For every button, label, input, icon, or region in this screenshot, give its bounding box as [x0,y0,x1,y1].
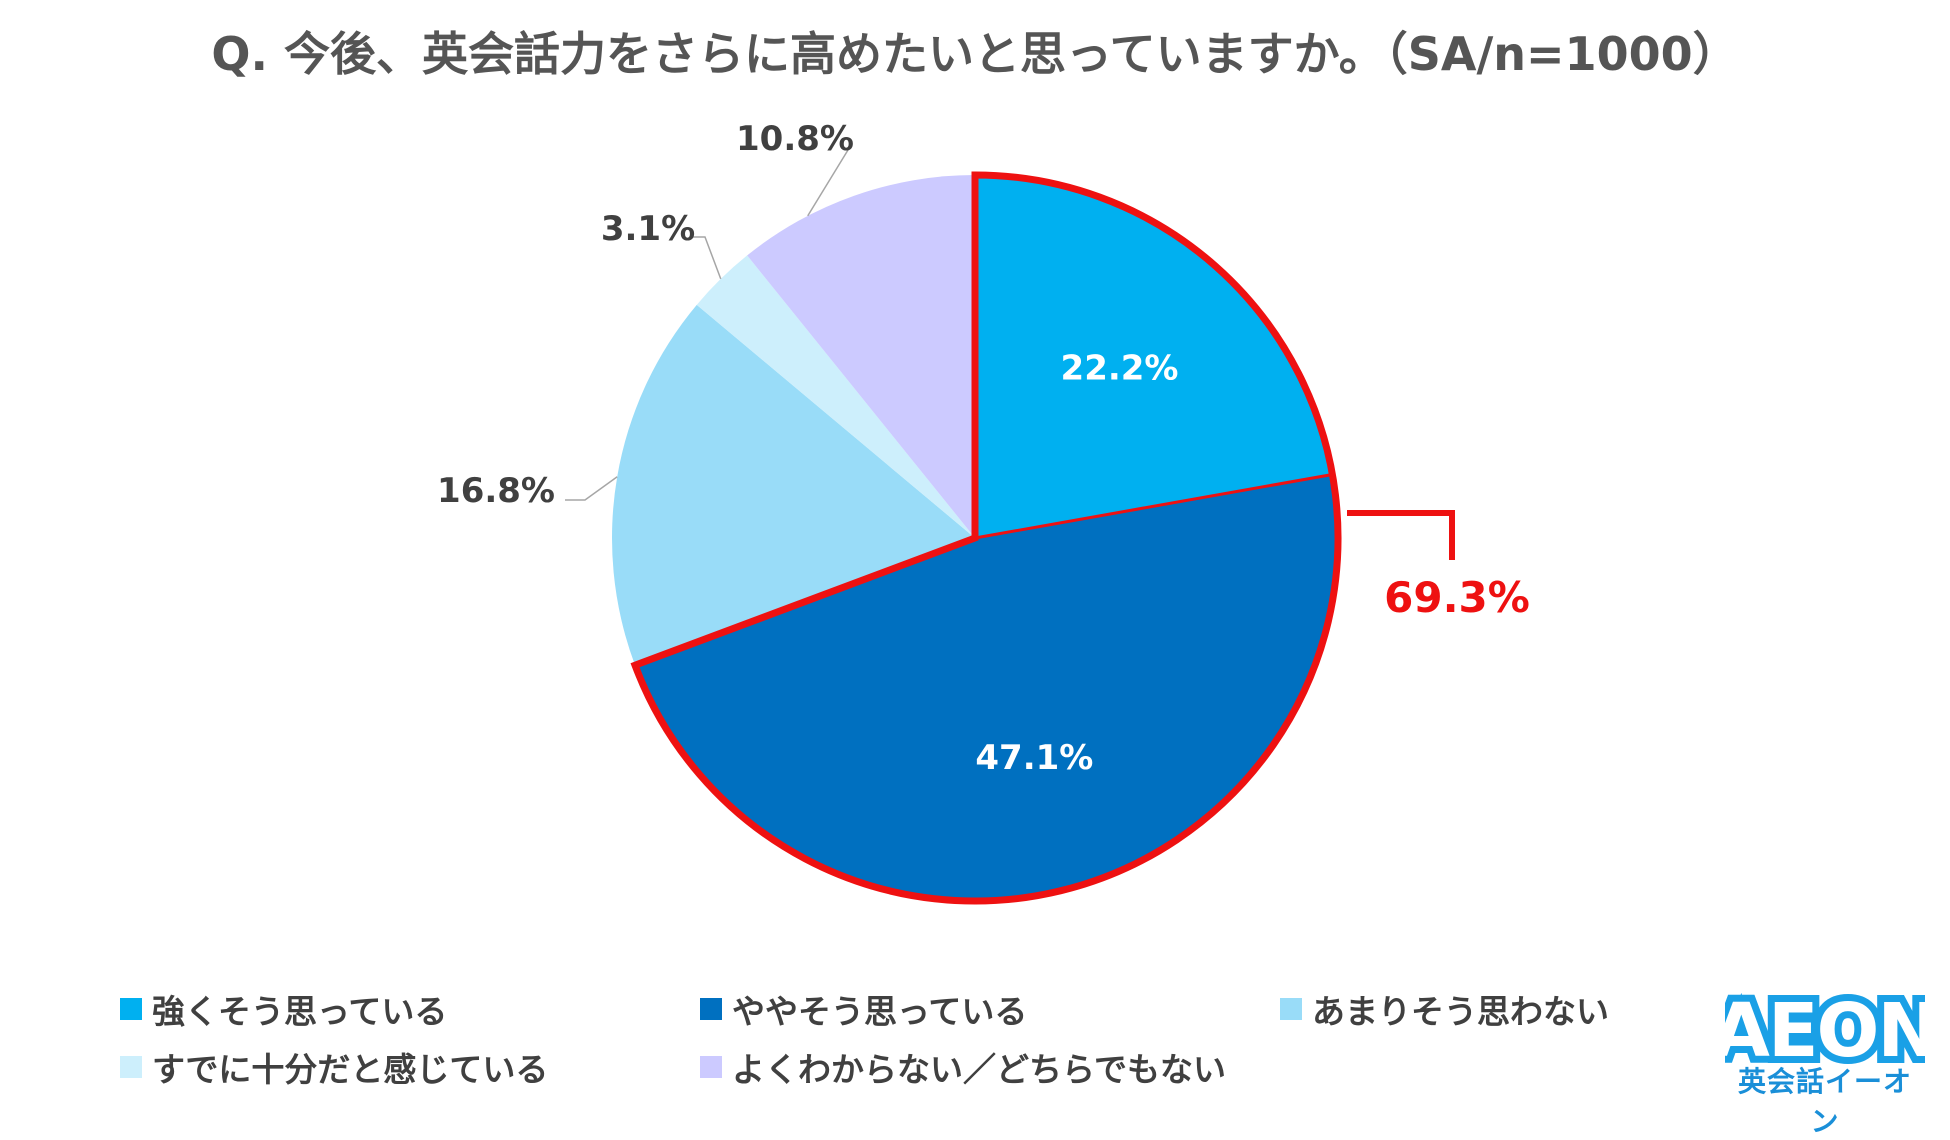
pie-slice-4 [747,175,975,538]
leader-line-2 [565,476,618,501]
data-label-2: 16.8% [437,471,555,511]
pie-slice-1 [635,474,1338,901]
legend-label: あまりそう思わない [1312,992,1609,1031]
aeon-logo: AEON 英会話イーオン [1706,981,1947,1138]
legend-item-strongly-agree: 強くそう思っている [120,985,447,1033]
highlight-total-label: 69.3% [1384,573,1530,622]
data-label-0: 22.2% [1061,348,1179,388]
pie-chart: 69.3% 22.2% 47.1% 16.8% 3.1% 10.8% [437,119,1530,905]
data-label-4: 10.8% [736,119,854,159]
aeon-logo-mark: AEON [1706,981,1947,1081]
legend-item-unsure: よくわからない／どちらでもない [700,1043,1226,1091]
aeon-logo-text: AEON [1725,990,1925,1070]
data-label-3: 3.1% [601,209,695,249]
legend-swatch [120,1056,142,1078]
data-label-1: 47.1% [975,738,1093,778]
legend-label: よくわからない／どちらでもない [732,1050,1227,1089]
pie-slice-3 [696,255,975,538]
legend-label: すでに十分だと感じている [152,1050,549,1089]
aeon-logo-subtitle: 英会話イーオン [1737,1065,1912,1138]
legend-swatch [700,998,722,1020]
legend-swatch [120,998,142,1020]
legend-item-already-sufficient: すでに十分だと感じている [120,1043,548,1091]
legend-label: 強くそう思っている [152,992,448,1031]
legend-item-disagree: あまりそう思わない [1280,985,1609,1033]
pie-slice-0 [975,175,1333,538]
highlight-divider [974,472,1333,540]
legend-item-somewhat-agree: ややそう思っている [700,985,1027,1033]
legend-swatch [1280,998,1302,1020]
legend-swatch [700,1056,722,1078]
legend-label: ややそう思っている [732,992,1028,1031]
highlight-bracket [1347,510,1455,560]
chart-title: Q. 今後、英会話力をさらに高めたいと思っていますか。（SA/n=1000） [211,27,1739,81]
pie-slice-2 [612,304,975,666]
leader-line-4 [807,149,849,217]
leader-line-3 [693,236,722,280]
highlight-outline [630,171,1342,905]
